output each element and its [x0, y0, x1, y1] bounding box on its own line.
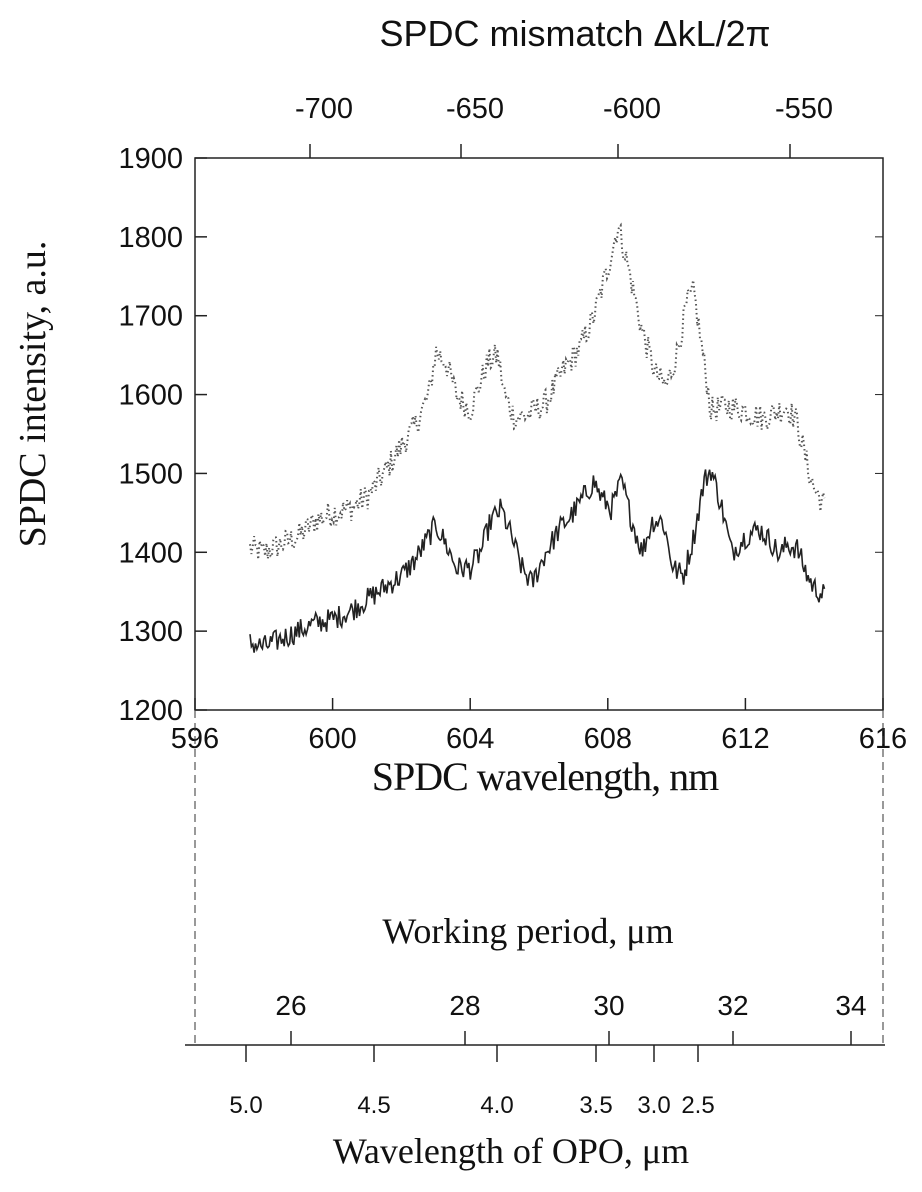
y-tick-label: 1200 — [118, 695, 183, 727]
series-layer — [249, 222, 826, 653]
top-tick-label: -600 — [603, 93, 661, 125]
y-axis-title: SPDC intensity, a.u. — [12, 241, 54, 548]
y-tick-label: 1400 — [118, 537, 183, 569]
y-tick-label: 1900 — [118, 143, 183, 175]
opo-tick-label: 3.0 — [637, 1092, 670, 1119]
period-tick-label: 34 — [835, 990, 866, 1021]
y-axis-ticks: 1200 1300 1400 1500 1600 1700 1800 1900 — [118, 143, 883, 727]
period-tick-label: 28 — [449, 990, 480, 1021]
period-tick-label: 32 — [717, 990, 748, 1021]
period-tick-label: 26 — [275, 990, 306, 1021]
top-tick-label: -550 — [775, 93, 833, 125]
top-tick-label: -700 — [295, 93, 353, 125]
series-dotted — [249, 222, 826, 560]
opo-tick-label: 5.0 — [229, 1092, 262, 1119]
plot-frame — [194, 157, 884, 711]
opo-axis-ticks: 5.0 4.5 4.0 3.5 3.0 2.5 — [229, 1045, 715, 1119]
opo-tick-label: 4.0 — [480, 1092, 513, 1119]
y-tick-label: 1300 — [118, 616, 183, 648]
x-tick-label: 604 — [446, 723, 494, 755]
x-tick-label: 600 — [308, 723, 356, 755]
top-tick-label: -650 — [446, 93, 504, 125]
y-tick-label: 1800 — [118, 222, 183, 254]
series-solid — [249, 469, 826, 653]
opo-tick-label: 4.5 — [357, 1092, 390, 1119]
y-tick-label: 1700 — [118, 301, 183, 333]
x-axis-ticks: 596 600 604 608 612 616 — [171, 698, 907, 755]
x-tick-label: 612 — [721, 723, 769, 755]
top-axis-ticks: -700 -650 -600 -550 — [295, 93, 833, 158]
y-tick-label: 1600 — [118, 380, 183, 412]
period-tick-label: 30 — [593, 990, 624, 1021]
top-axis-title: SPDC mismatch ΔkL/2π — [380, 13, 771, 54]
period-axis-title: Working period, μm — [382, 911, 673, 951]
y-tick-label: 1500 — [118, 458, 183, 490]
opo-tick-label: 2.5 — [681, 1092, 714, 1119]
x-axis-title: SPDC wavelength, nm — [372, 754, 719, 799]
opo-axis-title: Wavelength of OPO, μm — [333, 1131, 689, 1171]
opo-tick-label: 3.5 — [579, 1092, 612, 1119]
period-axis-ticks: 26 28 30 32 34 — [275, 990, 867, 1045]
x-tick-label: 608 — [584, 723, 632, 755]
